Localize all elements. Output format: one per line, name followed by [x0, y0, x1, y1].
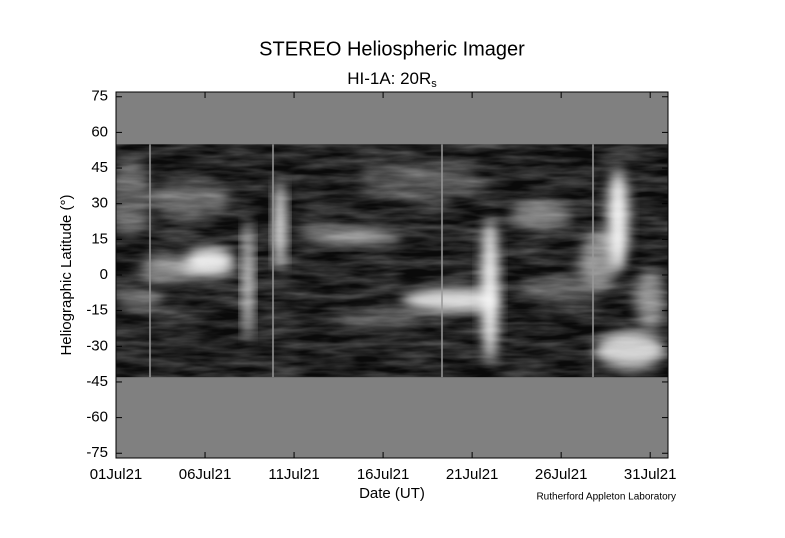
y-tick-label: 30: [91, 195, 108, 212]
x-axis-label: Date (UT): [359, 485, 425, 502]
bright-feature: [340, 310, 420, 330]
y-tick-label: -60: [86, 409, 108, 426]
subtitle-subscript: s: [431, 78, 437, 90]
chart-title: STEREO Heliospheric Imager: [259, 38, 525, 60]
bright-feature: [274, 180, 286, 270]
x-tick-label: 01Jul21: [90, 466, 143, 483]
bright-feature: [595, 332, 665, 368]
x-tick-label: 11Jul21: [268, 466, 319, 483]
y-tick-label: 60: [91, 123, 108, 140]
bright-feature: [140, 256, 200, 284]
y-tick-label: -45: [86, 373, 108, 390]
intensity-image: [116, 144, 668, 378]
bright-feature: [243, 220, 253, 340]
y-axis-label: Heliographic Latitude (°): [58, 194, 75, 355]
bright-feature: [635, 270, 665, 330]
bright-feature: [481, 218, 499, 362]
y-tick-label: -30: [86, 337, 108, 354]
bright-feature: [520, 280, 600, 300]
y-tick-label: 0: [100, 266, 108, 283]
bright-feature: [580, 230, 620, 290]
x-tick-label: 31Jul21: [624, 466, 677, 483]
plot-area: 75 60 45 30 15 0 -15 -30 -45 -60 -75 01Jul21 06Jul21…: [86, 88, 676, 483]
bright-feature: [300, 228, 400, 244]
x-tick-label: 26Jul21: [535, 466, 588, 483]
credit: Rutherford Appleton Laboratory: [536, 492, 676, 503]
bright-feature: [360, 160, 480, 200]
y-tick-label: 15: [91, 230, 108, 247]
bright-feature: [150, 180, 230, 220]
y-tick-label: -15: [86, 302, 108, 319]
chart-subtitle: HI-1A: 20Rs: [347, 69, 437, 89]
x-tick-label: 21Jul21: [446, 466, 499, 483]
bright-feature: [116, 290, 165, 310]
bright-feature: [402, 288, 498, 312]
y-tick-label: 45: [91, 159, 108, 176]
subtitle-text: HI-1A: 20R: [347, 69, 431, 88]
x-tick-label: 06Jul21: [179, 466, 232, 483]
bright-feature: [116, 160, 150, 240]
y-tick-label: -75: [86, 444, 108, 461]
x-tick-label: 16Jul21: [357, 466, 410, 483]
bright-feature: [510, 200, 570, 230]
y-tick-label: 75: [91, 88, 108, 105]
